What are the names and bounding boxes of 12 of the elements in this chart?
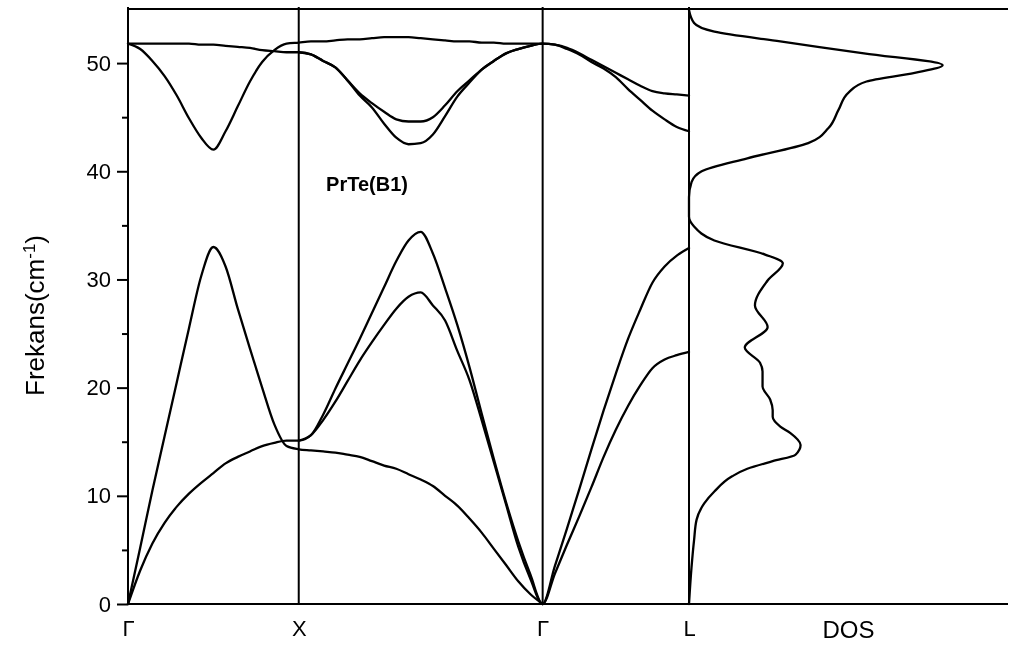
x-tick-label: X: [291, 615, 307, 641]
y-tick-label: 50: [86, 50, 111, 76]
x-tick-label: Γ: [537, 615, 550, 641]
x-tick-label: L: [683, 615, 696, 641]
text: PrTe(B1): [326, 173, 408, 196]
y-tick-label: 0: [98, 591, 111, 617]
y-tick-label: 10: [86, 483, 111, 509]
y-tick-label: 40: [86, 158, 111, 184]
x-tick-label: Γ: [122, 615, 135, 641]
y-tick-label: 20: [86, 375, 111, 401]
x-axis-title: DOS: [822, 616, 875, 643]
y-tick-label: 30: [86, 266, 111, 292]
